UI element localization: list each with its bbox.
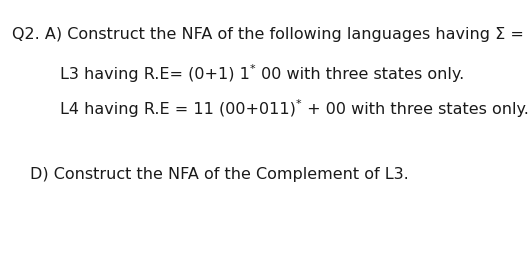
Text: *: *: [296, 99, 301, 109]
Text: *: *: [250, 64, 256, 74]
Text: + 00 with three states only.: + 00 with three states only.: [301, 102, 528, 117]
Text: Q2. A) Construct the NFA of the following languages having Σ = {0,1}: Q2. A) Construct the NFA of the followin…: [12, 27, 528, 42]
Text: L4 having R.E = 11 (00+011): L4 having R.E = 11 (00+011): [60, 102, 296, 117]
Text: L3 having R.E= (0+1) 1: L3 having R.E= (0+1) 1: [60, 67, 250, 82]
Text: D) Construct the NFA of the Complement of L3.: D) Construct the NFA of the Complement o…: [30, 167, 409, 182]
Text: 00 with three states only.: 00 with three states only.: [256, 67, 464, 82]
